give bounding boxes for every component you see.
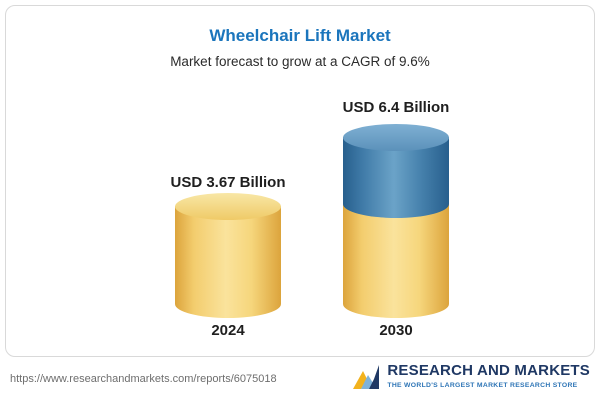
logo-name: RESEARCH AND MARKETS: [387, 362, 590, 380]
chart-card: Wheelchair Lift Market Market forecast t…: [5, 5, 595, 357]
chart-title: Wheelchair Lift Market: [209, 26, 391, 45]
report-url: https://www.researchandmarkets.com/repor…: [10, 373, 277, 385]
x-axis-label-2030: 2030: [379, 322, 413, 339]
value-label-2024: USD 3.67 Billion: [170, 174, 286, 191]
x-axis-label-2024: 2024: [211, 322, 245, 339]
bar-2030-cylinder: [343, 124, 449, 318]
bar-2024-body: [175, 206, 281, 318]
chart-subtitle: Market forecast to grow at a CAGR of 9.6…: [170, 54, 430, 69]
bar-2024-top-ellipse: [175, 193, 281, 220]
logo-tagline: THE WORLD'S LARGEST MARKET RESEARCH STOR…: [387, 381, 578, 389]
research-and-markets-logo: RESEARCH AND MARKETS THE WORLD'S LARGEST…: [351, 361, 590, 391]
value-label-2030: USD 6.4 Billion: [342, 99, 450, 116]
logo-text-block: RESEARCH AND MARKETS THE WORLD'S LARGEST…: [387, 363, 590, 389]
bar-2024-cylinder: [175, 193, 281, 318]
bar-2030-top-ellipse: [343, 124, 449, 151]
research-and-markets-logo-icon: [351, 361, 381, 391]
bar-2030-base-segment: [343, 204, 449, 318]
